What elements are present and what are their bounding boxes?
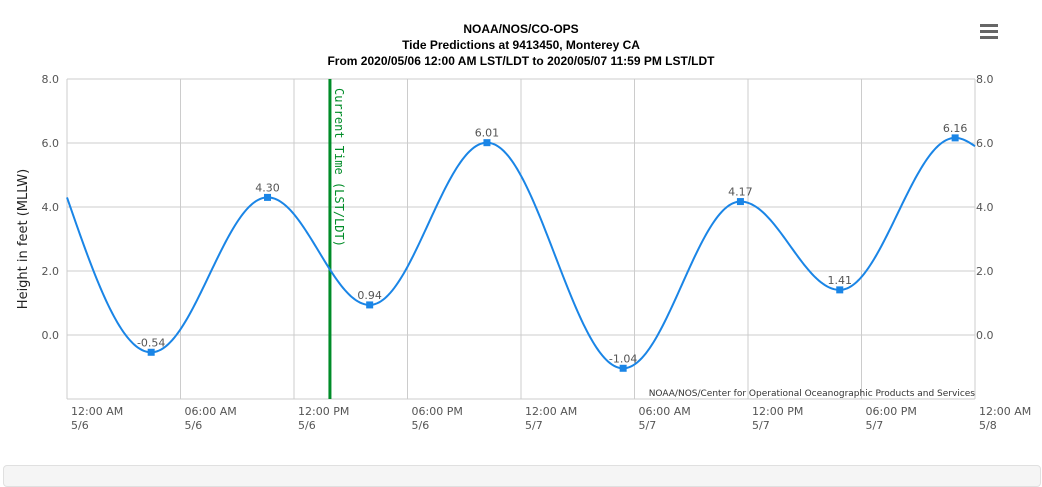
y-tick-label-right: 0.0 <box>976 329 994 342</box>
tide-extremum-label: 1.41 <box>827 274 852 287</box>
y-tick-label-right: 6.0 <box>976 137 994 150</box>
tide-extremum-marker[interactable] <box>366 301 374 309</box>
x-tick-date: 5/7 <box>525 419 543 432</box>
x-tick-date: 5/6 <box>185 419 203 432</box>
y-tick-label: 2.0 <box>42 265 60 278</box>
chart-title-line: NOAA/NOS/CO-OPS <box>463 22 578 36</box>
x-tick-time: 12:00 AM <box>979 405 1031 418</box>
y-tick-label: 0.0 <box>42 329 60 342</box>
tide-extremum-marker[interactable] <box>483 139 491 147</box>
x-tick-time: 06:00 PM <box>866 405 917 418</box>
y-tick-label: 4.0 <box>42 201 60 214</box>
x-tick-time: 06:00 PM <box>412 405 463 418</box>
y-tick-label: 6.0 <box>42 137 60 150</box>
x-tick-time: 06:00 AM <box>185 405 237 418</box>
tide-extremum-label: 4.17 <box>728 186 753 199</box>
tide-extremum-marker[interactable] <box>736 198 744 206</box>
x-axis: 12:00 AM5/606:00 AM5/612:00 PM5/606:00 P… <box>71 405 1031 432</box>
chart-title: NOAA/NOS/CO-OPS Tide Predictions at 94134… <box>327 22 715 68</box>
tide-series[interactable] <box>66 136 976 370</box>
tide-extremum-marker[interactable] <box>147 348 155 356</box>
x-tick-date: 5/6 <box>71 419 89 432</box>
chart-title-line: Tide Predictions at 9413450, Monterey CA <box>402 38 640 52</box>
tide-line[interactable] <box>66 136 976 370</box>
y-axis-title: Height in feet (MLLW) <box>16 169 31 309</box>
x-tick-date: 5/6 <box>298 419 316 432</box>
chart-menu-button[interactable] <box>978 22 1000 42</box>
bottom-panel <box>3 465 1041 487</box>
x-tick-time: 12:00 PM <box>752 405 803 418</box>
x-tick-time: 12:00 PM <box>298 405 349 418</box>
y-tick-label-right: 4.0 <box>976 201 994 214</box>
x-tick-time: 12:00 AM <box>71 405 123 418</box>
hamburger-icon <box>980 24 998 27</box>
x-tick-date: 5/7 <box>752 419 770 432</box>
y-tick-label-right: 8.0 <box>976 73 994 86</box>
tide-extremum-label: -0.54 <box>137 336 165 349</box>
tide-extremum-label: 6.16 <box>943 122 968 135</box>
chart-title-line: From 2020/05/06 12:00 AM LST/LDT to 2020… <box>327 54 715 68</box>
x-tick-date: 5/6 <box>412 419 430 432</box>
grid <box>66 78 976 400</box>
y-axis-left: 8.0 6.0 4.0 2.0 0.0 <box>42 73 60 342</box>
y-axis-right: 8.0 6.0 4.0 2.0 0.0 <box>976 73 994 342</box>
tide-extremum-label: -1.04 <box>609 352 637 365</box>
y-tick-label: 8.0 <box>42 73 60 86</box>
x-tick-time: 12:00 AM <box>525 405 577 418</box>
x-tick-date: 5/7 <box>639 419 657 432</box>
credits-text[interactable]: NOAA/NOS/Center for Operational Oceanogr… <box>649 389 976 399</box>
x-tick-date: 5/8 <box>979 419 997 432</box>
chart-svg: NOAA/NOS/CO-OPS Tide Predictions at 94134… <box>16 22 1031 432</box>
y-tick-label-right: 2.0 <box>976 265 994 278</box>
tide-extremum-marker[interactable] <box>836 286 844 294</box>
x-tick-date: 5/7 <box>866 419 884 432</box>
tide-extrema[interactable]: -0.54 4.30 0.94 6.01 -1.04 4.17 1.41 6.16 <box>137 122 967 372</box>
tide-extremum-label: 0.94 <box>357 289 382 302</box>
tide-extremum-label: 4.30 <box>255 181 280 194</box>
tide-extremum-marker[interactable] <box>951 134 959 142</box>
x-tick-time: 06:00 AM <box>639 405 691 418</box>
tide-extremum-marker[interactable] <box>619 364 627 372</box>
tide-extremum-marker[interactable] <box>264 193 272 201</box>
current-time-line: Current Time (LST/LDT) <box>328 79 346 399</box>
current-time-label: Current Time (LST/LDT) <box>332 88 346 247</box>
tide-extremum-label: 6.01 <box>475 127 500 140</box>
tide-chart: NOAA/NOS/CO-OPS Tide Predictions at 94134… <box>16 22 1031 432</box>
